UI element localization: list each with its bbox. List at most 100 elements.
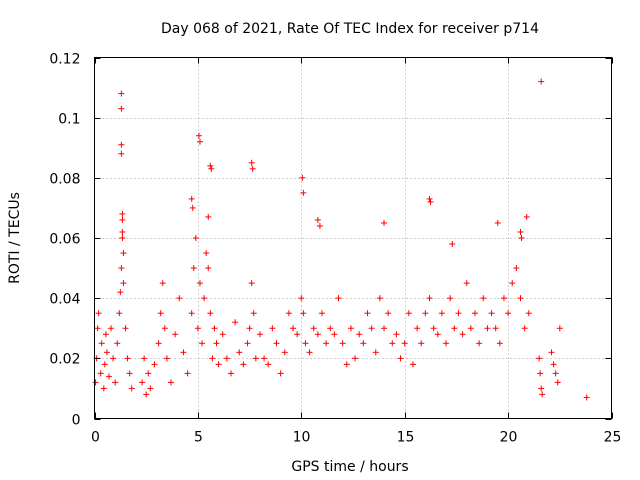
- data-point: [248, 280, 255, 287]
- data-point: [244, 340, 251, 347]
- data-point: [467, 325, 474, 332]
- data-point: [119, 210, 126, 217]
- data-point: [161, 325, 168, 332]
- data-point: [92, 379, 99, 386]
- data-point: [299, 174, 306, 181]
- data-point: [273, 340, 280, 347]
- data-point: [472, 310, 479, 317]
- data-point: [463, 280, 470, 287]
- data-point: [223, 355, 230, 362]
- x-tick-label: 5: [194, 430, 203, 446]
- data-point: [414, 325, 421, 332]
- plot-frame: [94, 57, 612, 419]
- data-point: [94, 325, 101, 332]
- data-point: [102, 331, 109, 338]
- data-point: [119, 228, 126, 235]
- x-tick-label: 15: [397, 430, 415, 446]
- data-point: [101, 361, 108, 368]
- data-point: [583, 394, 590, 401]
- data-point: [401, 340, 408, 347]
- data-point: [269, 325, 276, 332]
- axis-ticks: [94, 57, 613, 420]
- data-point: [98, 340, 105, 347]
- data-point: [521, 325, 528, 332]
- data-point: [513, 265, 520, 272]
- data-point: [192, 235, 199, 241]
- data-point: [314, 331, 321, 338]
- data-point: [184, 370, 191, 377]
- data-point: [97, 370, 104, 377]
- data-point: [207, 162, 214, 169]
- data-point: [480, 295, 487, 302]
- chart-title: Day 068 of 2021, Rate Of TEC Index for r…: [161, 21, 539, 37]
- data-point: [151, 361, 158, 368]
- data-point: [500, 295, 507, 302]
- data-point: [240, 361, 247, 368]
- data-point: [188, 195, 195, 202]
- data-point: [252, 355, 259, 362]
- data-point: [538, 78, 545, 85]
- data-point: [318, 310, 325, 317]
- data-point: [397, 355, 404, 362]
- data-point: [188, 310, 195, 317]
- data-point: [208, 165, 215, 172]
- data-point: [300, 310, 307, 317]
- data-point: [265, 361, 272, 368]
- data-point: [219, 331, 226, 338]
- x-axis-label: GPS time / hours: [291, 459, 408, 475]
- data-point: [443, 340, 450, 347]
- data-point: [548, 349, 555, 356]
- data-point: [327, 325, 334, 332]
- data-point: [331, 331, 338, 338]
- data-point: [335, 295, 342, 302]
- data-point: [120, 280, 127, 287]
- data-point: [119, 235, 126, 241]
- data-point: [339, 340, 346, 347]
- data-point: [300, 189, 307, 196]
- data-point: [323, 340, 330, 347]
- data-point: [213, 340, 220, 347]
- data-point: [232, 319, 239, 326]
- data-point: [488, 310, 495, 317]
- y-tick-labels: 0 0.02 0.04 0.06 0.08 0.1 0.12: [49, 52, 80, 429]
- data-point: [256, 331, 263, 338]
- data-point: [147, 385, 154, 392]
- data-point: [141, 355, 148, 362]
- y-tick-label: 0: [72, 413, 81, 429]
- data-point: [556, 325, 563, 332]
- data-point: [494, 219, 501, 226]
- data-point: [451, 325, 458, 332]
- data-point: [205, 213, 212, 220]
- data-point: [124, 355, 131, 362]
- data-points: [92, 78, 590, 401]
- data-point: [294, 331, 301, 338]
- data-point: [246, 325, 253, 332]
- data-point: [438, 310, 445, 317]
- data-point: [172, 331, 179, 338]
- y-tick-label: 0.1: [58, 112, 80, 128]
- data-point: [518, 235, 525, 241]
- data-point: [281, 349, 288, 356]
- data-point: [364, 310, 371, 317]
- data-point: [552, 370, 559, 377]
- data-point: [196, 280, 203, 287]
- data-point: [393, 331, 400, 338]
- data-point: [306, 349, 313, 356]
- data-point: [110, 355, 117, 362]
- data-point: [476, 340, 483, 347]
- data-point: [484, 325, 491, 332]
- data-point: [176, 295, 183, 302]
- data-point: [372, 349, 379, 356]
- data-point: [119, 216, 126, 223]
- data-point: [207, 310, 214, 317]
- data-point: [539, 391, 546, 398]
- data-point: [418, 340, 425, 347]
- data-point: [194, 325, 201, 332]
- data-point: [118, 265, 125, 272]
- x-tick-label: 25: [604, 430, 622, 446]
- data-point: [422, 310, 429, 317]
- data-point: [199, 340, 206, 347]
- data-point: [310, 325, 317, 332]
- x-tick-label: 20: [500, 430, 518, 446]
